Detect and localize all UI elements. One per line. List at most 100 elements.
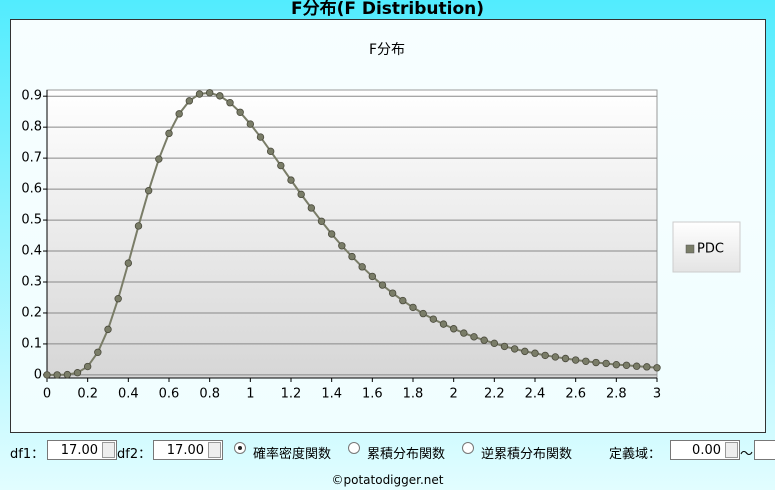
x-tick-label: 0.2 (77, 387, 98, 402)
x-tick-label: 1.4 (321, 387, 342, 402)
domain-from-value: 0.00 (692, 443, 721, 458)
x-tick-label: 0.8 (199, 387, 220, 402)
x-tick-label: 1 (246, 387, 254, 402)
legend (672, 221, 741, 273)
footer: ©potatodigger.net (331, 473, 444, 487)
mode-radio[interactable] (462, 442, 474, 454)
x-tick-label: 1.6 (362, 387, 383, 402)
x-tick-label: 0.4 (118, 387, 139, 402)
data-point (144, 186, 153, 195)
data-point (83, 362, 92, 371)
data-point (114, 295, 122, 303)
domain-from-input[interactable]: 0.00 (670, 440, 740, 460)
data-point (582, 357, 590, 365)
data-point (94, 348, 102, 356)
data-point (643, 363, 651, 371)
y-tick-label: 0.4 (21, 244, 42, 259)
controls: df1： 17.00 df2： 17.00 確率密度関数 累積分布関数 逆累積分布関… (10, 440, 775, 462)
data-point (521, 347, 529, 356)
data-point (378, 281, 387, 289)
df2-input[interactable]: 17.00 (153, 440, 223, 460)
data-point (73, 369, 82, 377)
data-point (338, 242, 346, 250)
data-point (155, 155, 163, 163)
data-point (175, 110, 183, 118)
data-point (531, 349, 539, 357)
data-point (612, 360, 621, 369)
data-point (368, 272, 377, 281)
data-point (561, 354, 570, 363)
data-point (104, 325, 112, 334)
data-point (571, 356, 580, 364)
data-point (53, 371, 61, 379)
x-tick-label: 2.2 (484, 387, 505, 402)
data-point (256, 133, 265, 141)
data-point (551, 353, 560, 361)
data-point (124, 259, 133, 267)
mode-radio[interactable] (348, 442, 360, 454)
data-point (246, 120, 255, 128)
df1-label: df1： (10, 447, 45, 462)
data-point (592, 358, 600, 367)
y-tick-label: 0.7 (21, 151, 42, 166)
y-tick-label: 0.8 (21, 120, 42, 135)
x-tick-label: 1.2 (281, 387, 302, 402)
domain-label: 定義域： (609, 447, 662, 462)
x-tick-label: 0.6 (159, 387, 180, 402)
df2-spinner[interactable] (208, 442, 221, 458)
data-point (307, 204, 316, 212)
data-point (297, 190, 305, 199)
data-point (653, 364, 661, 372)
data-point (399, 296, 407, 305)
df2-value: 17.00 (166, 443, 204, 458)
data-point (216, 92, 224, 100)
data-point (480, 336, 488, 344)
data-point (348, 252, 356, 261)
df2-label: df2： (117, 447, 152, 462)
x-tick-label: 3 (653, 387, 661, 402)
y-tick-label: 0.5 (21, 213, 42, 228)
domain-separator: ～ (740, 447, 754, 462)
mode-radio[interactable] (234, 442, 246, 454)
x-tick-label: 2.6 (565, 387, 586, 402)
data-point (510, 345, 519, 353)
data-point (439, 320, 448, 328)
data-point (449, 325, 458, 333)
mode-label[interactable]: 逆累積分布関数 (481, 447, 573, 462)
x-tick-label: 2.8 (606, 387, 627, 402)
df1-value: 17.00 (60, 443, 98, 458)
data-point (541, 351, 549, 360)
data-point (632, 362, 641, 370)
chart: F分布 0 0.1 0.2 0.3 0.4 0.5 0.6 0.7 0.8 0.9 0 0.2 0.4 0… (21, 42, 741, 402)
data-point (205, 89, 214, 97)
df1-spinner[interactable] (102, 442, 115, 458)
legend-marker (685, 244, 695, 254)
df1-input[interactable]: 17.00 (47, 440, 117, 460)
x-tick-label: 1.8 (403, 387, 424, 402)
mode-label[interactable]: 確率密度関数 (253, 447, 332, 462)
y-tick-label: 0.2 (21, 305, 42, 320)
mode-label[interactable]: 累積分布関数 (367, 447, 446, 462)
legend-label: PDC (697, 242, 724, 257)
y-tick-label: 0.3 (21, 275, 42, 290)
data-point (419, 309, 427, 318)
data-point (327, 230, 336, 238)
x-tick-label: 2.4 (525, 387, 546, 402)
data-point (460, 329, 468, 337)
data-point (185, 97, 194, 105)
data-point (409, 303, 417, 312)
plot-area (46, 89, 658, 379)
data-point (236, 108, 244, 116)
data-point (602, 359, 610, 368)
domain-from-spinner[interactable] (725, 442, 738, 458)
data-point (490, 339, 499, 348)
x-tick-label: 0 (43, 387, 51, 402)
x-tick-label: 2 (450, 387, 458, 402)
domain-to-input[interactable] (754, 440, 775, 460)
data-point (195, 90, 204, 98)
data-point (317, 217, 326, 226)
data-point (134, 222, 143, 230)
data-point (226, 98, 234, 107)
data-point (43, 371, 51, 379)
